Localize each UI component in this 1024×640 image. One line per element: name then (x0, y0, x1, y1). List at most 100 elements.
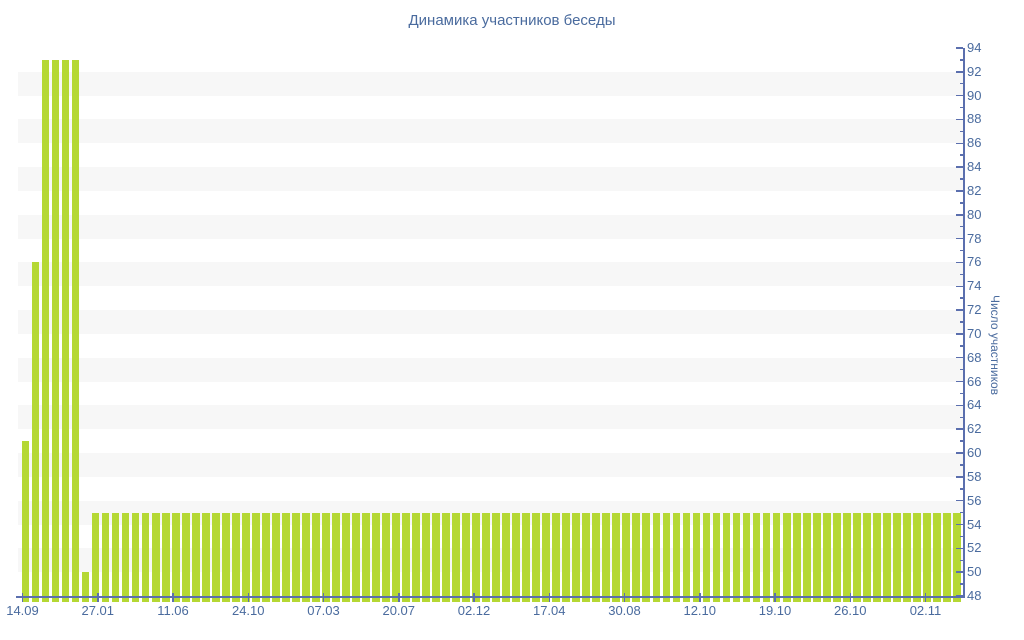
bar[interactable] (412, 512, 420, 602)
bar[interactable] (462, 512, 470, 602)
bar[interactable] (251, 512, 260, 602)
bar[interactable] (241, 512, 250, 602)
y-minor-tick (959, 559, 963, 561)
bar[interactable] (422, 512, 430, 602)
bar[interactable] (592, 512, 601, 602)
bar[interactable] (81, 572, 90, 602)
bar[interactable] (782, 512, 791, 602)
bar[interactable] (632, 512, 641, 602)
bar[interactable] (191, 512, 200, 602)
bar[interactable] (712, 512, 721, 602)
bar[interactable] (131, 512, 140, 602)
bar[interactable] (662, 512, 671, 602)
bar[interactable] (492, 512, 501, 602)
bar[interactable] (61, 59, 70, 602)
bar[interactable] (742, 512, 751, 602)
bar[interactable] (532, 512, 541, 602)
bar[interactable] (672, 512, 681, 602)
bar[interactable] (542, 512, 551, 602)
bar[interactable] (261, 512, 270, 602)
bar[interactable] (702, 512, 711, 602)
bar[interactable] (141, 512, 150, 602)
bar[interactable] (181, 512, 190, 602)
bar[interactable] (862, 512, 871, 602)
y-tick-label: 56 (967, 492, 982, 508)
bar[interactable] (552, 512, 561, 602)
bar[interactable] (201, 512, 210, 602)
bar[interactable] (472, 512, 480, 602)
bar[interactable] (692, 512, 701, 602)
bar[interactable] (331, 512, 340, 602)
bar[interactable] (832, 512, 841, 602)
bar[interactable] (111, 512, 120, 602)
bar[interactable] (221, 512, 230, 602)
bar[interactable] (271, 512, 280, 602)
bar[interactable] (682, 512, 691, 602)
bar[interactable] (91, 512, 100, 602)
bar[interactable] (502, 512, 511, 602)
bar[interactable] (812, 512, 821, 602)
bar[interactable] (362, 512, 370, 602)
bar[interactable] (452, 512, 460, 602)
bar[interactable] (922, 512, 931, 602)
bar[interactable] (892, 512, 901, 602)
bar[interactable] (71, 59, 80, 602)
bar[interactable] (301, 512, 310, 602)
bar[interactable] (902, 512, 911, 602)
bar[interactable] (822, 512, 831, 602)
bar[interactable] (21, 441, 30, 602)
bar[interactable] (792, 512, 801, 602)
y-minor-tick (959, 273, 963, 276)
bar[interactable] (642, 512, 651, 602)
bar[interactable] (321, 512, 330, 602)
bar[interactable] (522, 512, 531, 602)
bar[interactable] (562, 512, 571, 602)
bar[interactable] (942, 512, 951, 602)
bar[interactable] (161, 512, 170, 602)
bar[interactable] (732, 512, 741, 602)
bar[interactable] (482, 512, 491, 602)
bar[interactable] (722, 512, 731, 602)
bar[interactable] (171, 512, 180, 602)
bar[interactable] (602, 512, 611, 602)
bar[interactable] (582, 512, 591, 602)
bar[interactable] (151, 512, 160, 602)
bar[interactable] (912, 512, 921, 602)
bar[interactable] (442, 512, 450, 602)
bar[interactable] (101, 512, 110, 602)
bar[interactable] (572, 512, 581, 602)
bar[interactable] (402, 512, 410, 602)
bar[interactable] (342, 512, 350, 602)
bar[interactable] (211, 512, 220, 602)
bar[interactable] (31, 262, 40, 602)
bar[interactable] (612, 512, 621, 602)
bar[interactable] (852, 512, 861, 602)
y-tick-label: 52 (967, 540, 982, 556)
y-minor-tick (959, 178, 963, 180)
bar[interactable] (121, 512, 130, 602)
bar[interactable] (231, 512, 240, 602)
bar[interactable] (382, 512, 390, 602)
bar[interactable] (932, 512, 941, 602)
bar[interactable] (41, 59, 50, 602)
bar[interactable] (51, 59, 60, 602)
bar[interactable] (772, 512, 781, 602)
bar[interactable] (872, 512, 881, 602)
bar[interactable] (752, 512, 761, 602)
bar[interactable] (802, 512, 811, 602)
bar[interactable] (372, 512, 380, 602)
bar[interactable] (352, 512, 360, 602)
bar[interactable] (652, 512, 661, 602)
bar[interactable] (622, 512, 631, 602)
grid-band (18, 548, 963, 573)
bar[interactable] (762, 512, 771, 602)
bar[interactable] (392, 512, 400, 602)
bar[interactable] (291, 512, 300, 602)
bar[interactable] (952, 512, 961, 602)
bar[interactable] (281, 512, 290, 602)
bar[interactable] (311, 512, 320, 602)
bar[interactable] (882, 512, 891, 602)
bar[interactable] (432, 512, 440, 602)
bar[interactable] (842, 512, 851, 602)
bar[interactable] (512, 512, 521, 602)
